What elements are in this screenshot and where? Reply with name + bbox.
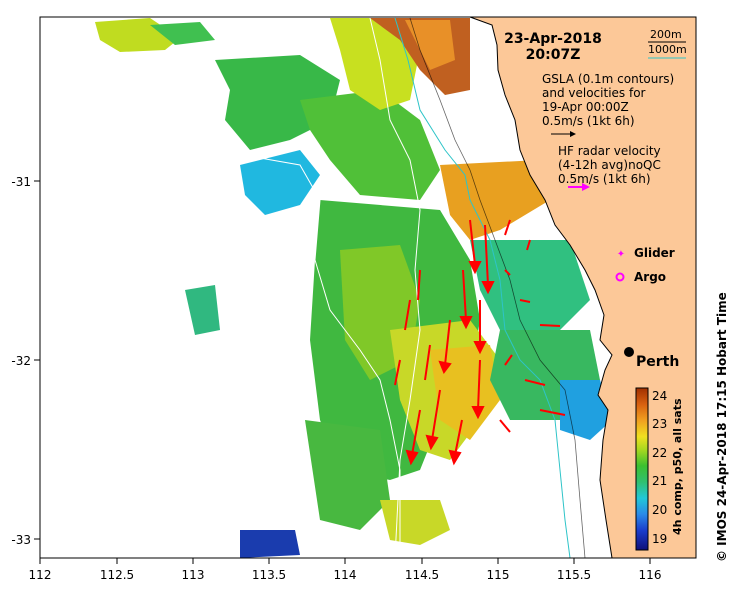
y-tick-label: -31: [11, 175, 31, 189]
gsla-line3: 19-Apr 00:00Z: [542, 100, 629, 114]
y-tick-labels: -31 -32 -33: [11, 175, 31, 547]
axis-ticks: [34, 180, 651, 564]
contour-200-label: 200m: [650, 28, 682, 41]
x-tick-label: 114: [334, 568, 357, 582]
x-tick-label: 115.5: [557, 568, 591, 582]
time-label: 20:07Z: [526, 47, 581, 63]
colorbar-tick-label: 21: [652, 474, 667, 488]
x-tick-label: 115: [487, 568, 510, 582]
gsla-line1: GSLA (0.1m contours): [542, 72, 674, 86]
colorbar: [635, 387, 649, 551]
colorbar-tick-label: 19: [652, 532, 667, 546]
x-tick-label: 116: [639, 568, 662, 582]
x-tick-label: 114.5: [405, 568, 439, 582]
colorbar-ticks: 24 23 22 21 20 19: [652, 389, 667, 546]
colorbar-tick-label: 20: [652, 503, 667, 517]
bathymetry-contours: [224, 17, 586, 558]
x-tick-label: 112.5: [100, 568, 134, 582]
x-tick-label: 112: [29, 568, 52, 582]
y-tick-label: -33: [11, 533, 31, 547]
colorbar-label: 4h comp, p50, all sats: [671, 398, 684, 535]
colorbar-tick-label: 22: [652, 446, 667, 460]
perth-marker-icon: [624, 347, 634, 357]
gsla-scale-label: 0.5m/s (1kt 6h): [542, 114, 635, 128]
hf-scale-label: 0.5m/s (1kt 6h): [558, 172, 651, 186]
date-label: 23-Apr-2018: [504, 31, 602, 47]
x-tick-labels: 112 112.5 113 113.5 114 114.5 115 115.5 …: [29, 568, 662, 582]
argo-label: Argo: [634, 270, 666, 284]
hf-line1: HF radar velocity: [558, 144, 661, 158]
y-tick-label: -32: [11, 354, 31, 368]
x-tick-label: 113.5: [252, 568, 286, 582]
gsla-line2: and velocities for: [542, 86, 646, 100]
argo-marker-icon: [615, 272, 625, 282]
hf-line2: (4-12h avg)noQC: [558, 158, 661, 172]
gsla-scale-arrow-icon: [551, 131, 576, 137]
plot-frame: [39, 16, 697, 559]
credit-label: © IMOS 24-Apr-2018 17:15 Hobart Time: [715, 292, 729, 562]
perth-label: Perth: [636, 354, 679, 370]
colorbar-tick-label: 24: [652, 389, 667, 403]
glider-marker-icon: ✦: [617, 249, 625, 260]
glider-label: Glider: [634, 246, 675, 260]
current-arrows: [394, 219, 566, 466]
colorbar-tick-label: 23: [652, 417, 667, 431]
x-tick-label: 113: [182, 568, 205, 582]
contour-1000-label: 1000m: [648, 43, 687, 56]
hf-scale-arrow-icon: [568, 183, 590, 191]
